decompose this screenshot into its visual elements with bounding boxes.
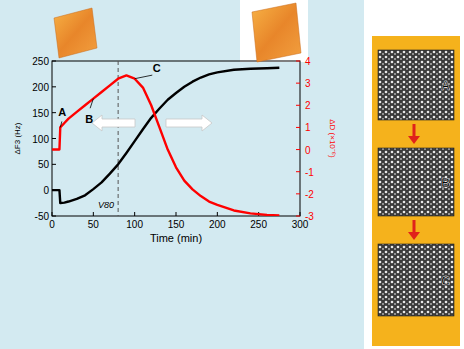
x-tick-label: 100 xyxy=(126,219,143,230)
annotation: A xyxy=(58,106,66,118)
annotation: B xyxy=(85,113,93,125)
y2-tick-label: 1 xyxy=(305,122,311,133)
flow-arrow xyxy=(413,124,416,138)
annotation-leader xyxy=(60,121,62,127)
y-tick xyxy=(52,61,56,62)
plot-frame xyxy=(52,61,300,216)
annotation-leader xyxy=(90,99,93,109)
y-tick xyxy=(52,164,56,165)
y2-axis-title: ΔD (×10⁻⁶) xyxy=(328,119,337,158)
y-tick-label: 0 xyxy=(43,185,49,196)
x-tick-label: 250 xyxy=(250,219,267,230)
y2-tick xyxy=(296,171,300,172)
v-line-label: V80 xyxy=(98,200,114,210)
micrograph xyxy=(378,148,454,216)
panel-label: B xyxy=(441,176,450,190)
x-tick-label: 200 xyxy=(209,219,226,230)
x-tick xyxy=(300,212,301,216)
x-tick xyxy=(217,212,218,216)
background xyxy=(0,0,364,349)
y-tick-label: 150 xyxy=(32,108,49,119)
arrow xyxy=(92,115,135,131)
flow-arrow-head xyxy=(408,232,420,240)
y-tick-label: 100 xyxy=(32,134,49,145)
y2-tick xyxy=(296,193,300,194)
annotation-leader xyxy=(135,75,153,79)
flow-arrow-head xyxy=(408,136,420,144)
x-axis-title: Time (min) xyxy=(150,232,202,244)
y2-tick xyxy=(296,105,300,106)
afm-image xyxy=(252,3,301,62)
micrograph xyxy=(378,50,454,120)
x-tick xyxy=(93,212,94,216)
panel-label: A xyxy=(441,79,450,93)
series-line xyxy=(52,75,279,215)
arrow xyxy=(166,115,212,131)
y2-tick-label: 0 xyxy=(305,145,311,156)
y2-tick xyxy=(296,149,300,150)
y2-tick-label: -1 xyxy=(305,167,314,178)
image-frame xyxy=(240,0,308,62)
plot-data xyxy=(52,68,279,216)
y2-tick-label: 4 xyxy=(305,56,311,67)
y2-tick-label: -2 xyxy=(305,189,314,200)
y2-tick-label: 3 xyxy=(305,78,311,89)
micrograph xyxy=(378,244,454,316)
y-axis-title: ΔF3 (Hz) xyxy=(13,122,22,154)
x-tick-label: 50 xyxy=(88,219,100,230)
y2-tick-label: -3 xyxy=(305,211,314,222)
x-tick-label: 150 xyxy=(168,219,185,230)
v-line xyxy=(118,61,119,216)
y-tick-label: 50 xyxy=(38,159,50,170)
x-tick xyxy=(52,212,53,216)
y-tick xyxy=(52,112,56,113)
chart: 050100150200250300-50050100150200250-3-2… xyxy=(0,0,464,349)
flow-arrow xyxy=(413,220,416,234)
y-tick xyxy=(52,86,56,87)
y-tick-label: -50 xyxy=(35,211,50,222)
y2-tick-label: 2 xyxy=(305,100,311,111)
y-tick-label: 250 xyxy=(32,56,49,67)
y2-tick xyxy=(296,61,300,62)
y-tick xyxy=(52,138,56,139)
y-tick-label: 200 xyxy=(32,82,49,93)
x-tick xyxy=(176,212,177,216)
side-panel xyxy=(372,36,460,346)
y2-tick xyxy=(296,83,300,84)
x-tick xyxy=(134,212,135,216)
annotation: C xyxy=(153,62,161,74)
x-tick-label: 0 xyxy=(49,219,55,230)
y2-tick xyxy=(296,216,300,217)
panel-label: C xyxy=(441,274,450,288)
y-tick xyxy=(52,216,56,217)
series-line xyxy=(52,68,279,203)
y2-tick xyxy=(296,127,300,128)
afm-image xyxy=(54,8,97,58)
